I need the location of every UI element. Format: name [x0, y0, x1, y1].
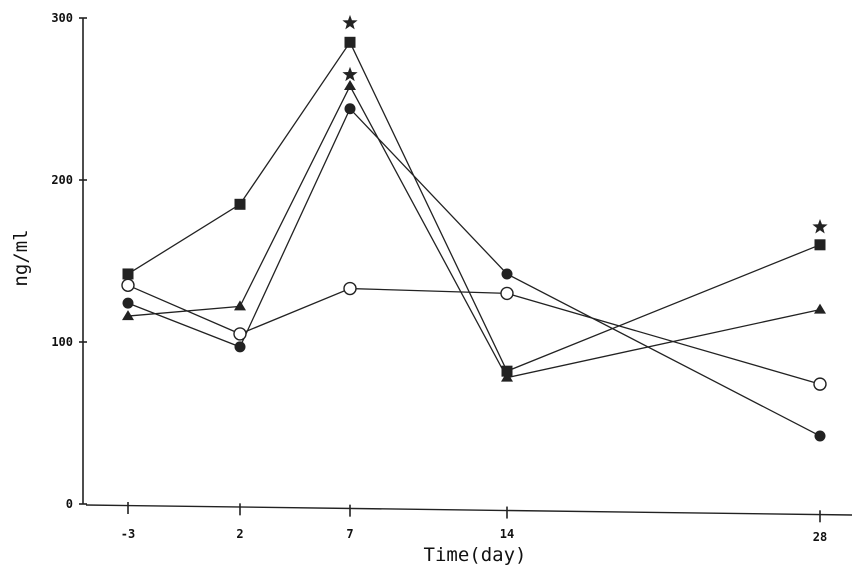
series-lines [127, 40, 821, 437]
y-tick-label: 100 [51, 335, 73, 349]
data-point-filled-triangle [234, 300, 246, 311]
series-line-filled-square [127, 40, 821, 372]
data-point-filled-square [122, 268, 134, 280]
axes [82, 18, 853, 516]
significance-stars [342, 14, 828, 234]
y-axis-label: ng/ml [10, 229, 32, 286]
star-icon [342, 14, 358, 30]
data-point-filled-square [501, 365, 513, 377]
data-point-open-circle [233, 327, 247, 341]
series-markers [121, 36, 827, 442]
star-icon [342, 66, 358, 82]
data-point-filled-triangle [344, 80, 356, 91]
data-point-open-circle [121, 278, 135, 292]
y-tick-label: 200 [51, 173, 73, 187]
series-line-filled-circle [127, 107, 821, 437]
data-point-filled-triangle [814, 303, 826, 314]
y-tick-label: 300 [51, 11, 73, 25]
x-axis-ticks: -3 2 7 14 28 [121, 502, 827, 544]
x-axis-label: Time(day) [424, 544, 527, 566]
data-point-filled-circle [122, 297, 134, 309]
data-point-filled-square [814, 239, 826, 251]
series-line-filled-triangle [127, 84, 821, 379]
y-tick-label: 0 [66, 497, 73, 511]
data-point-filled-square [234, 198, 246, 210]
x-axis-line [85, 504, 853, 516]
x-tick-label: 2 [236, 527, 243, 541]
data-point-open-circle [343, 281, 357, 296]
series-line-open-circle [127, 284, 821, 385]
data-point-filled-circle [234, 341, 246, 353]
data-point-filled-circle [344, 103, 356, 115]
x-tick-label: 14 [500, 527, 514, 541]
data-point-open-circle [500, 286, 514, 301]
data-point-filled-square [344, 36, 356, 48]
data-point-filled-triangle [122, 310, 134, 321]
x-tick-label: 7 [346, 527, 353, 541]
data-point-filled-circle [814, 430, 826, 442]
x-tick-label: 28 [813, 530, 827, 544]
star-icon [812, 218, 828, 234]
data-point-open-circle [813, 377, 827, 391]
y-axis-ticks: 0 100 200 300 [51, 11, 87, 511]
x-tick-label: -3 [121, 527, 135, 541]
data-point-filled-triangle [501, 371, 513, 382]
data-point-filled-circle [501, 268, 513, 280]
